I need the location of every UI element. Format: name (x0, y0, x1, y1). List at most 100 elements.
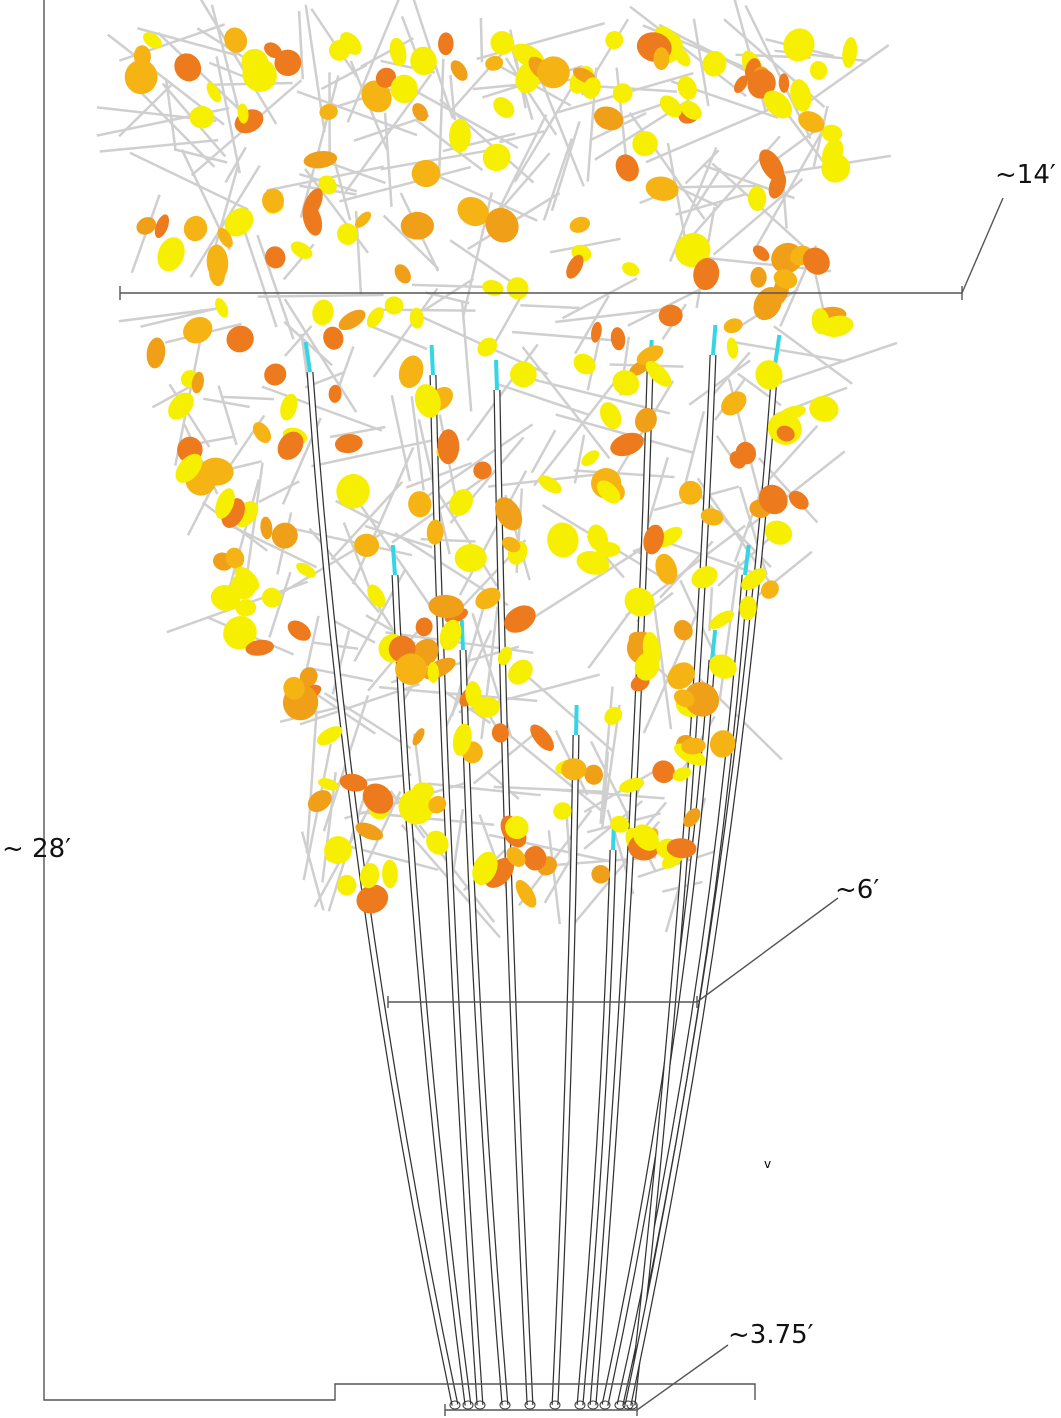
twig (520, 305, 579, 308)
leaf (277, 392, 300, 423)
twig (259, 481, 299, 502)
leaf (726, 337, 740, 360)
leaf (382, 860, 398, 889)
twig (532, 430, 556, 473)
marker: v (764, 1157, 771, 1171)
base-width-label: ~3.75′ (728, 1320, 814, 1350)
twig (311, 436, 450, 466)
leaf (284, 616, 315, 645)
leaf (437, 429, 460, 464)
leaf (169, 48, 207, 86)
leaf (648, 756, 679, 787)
twig (774, 343, 897, 385)
stalk-tip (576, 705, 577, 735)
twig (100, 140, 218, 151)
stalk (593, 370, 650, 1405)
leaf (145, 336, 167, 369)
twig (385, 113, 391, 207)
leaf (716, 386, 751, 420)
leaf (619, 582, 660, 622)
twig (542, 82, 584, 186)
leaf (808, 59, 829, 81)
leaf (761, 516, 796, 549)
stalk-tip (393, 545, 395, 575)
leaf (509, 361, 537, 388)
leaf (611, 151, 643, 186)
twig (730, 342, 846, 362)
leaf (750, 267, 767, 288)
leaf (153, 233, 189, 275)
twig (299, 11, 303, 79)
twig (331, 620, 375, 643)
leaf (535, 472, 564, 497)
leaf (610, 326, 627, 351)
leaf (181, 213, 210, 243)
twig (588, 605, 635, 669)
leaves (124, 21, 858, 918)
twig (219, 386, 237, 445)
leaf (550, 799, 574, 822)
leaf (189, 106, 214, 129)
twig (467, 344, 537, 440)
twig (330, 427, 385, 437)
stalk-tip (432, 345, 433, 375)
twig (481, 18, 482, 62)
leaf (260, 359, 291, 390)
twig (304, 744, 331, 880)
leaf (601, 703, 626, 728)
twig (544, 139, 572, 221)
leaf (815, 148, 856, 189)
twig (549, 830, 560, 924)
leaf (481, 278, 506, 298)
twig (555, 310, 658, 322)
leaf (583, 764, 604, 786)
twig (130, 153, 248, 210)
stalk-tip (713, 325, 715, 355)
leaf (385, 296, 404, 314)
leaf (310, 298, 335, 327)
twig (262, 387, 382, 431)
leaf (722, 316, 745, 335)
twig (392, 395, 410, 481)
diagram: ~ 28′ ~14′ ~6′ ~3.75′ v (0, 0, 1061, 1418)
leaf (303, 149, 339, 170)
mid-width-label: ~6′ (835, 875, 879, 905)
leader (637, 1345, 728, 1410)
leaf (841, 36, 859, 69)
crown-width-label: ~14′ (995, 160, 1056, 190)
twig (203, 399, 250, 407)
leaf (163, 388, 199, 425)
leaf (567, 214, 592, 235)
stalk-tip (496, 360, 497, 390)
leader (962, 198, 1003, 293)
twig (646, 110, 768, 162)
twig (523, 347, 610, 458)
twig (412, 285, 487, 287)
leaf (259, 516, 273, 540)
twig (462, 301, 471, 412)
leaf (748, 186, 767, 211)
leaf (670, 617, 696, 644)
leaf (415, 617, 434, 638)
leaf (750, 242, 772, 264)
leaf (454, 544, 487, 573)
stalk-inner (593, 370, 650, 1405)
twig (223, 397, 274, 399)
leaf (489, 93, 518, 122)
leaf (603, 28, 626, 52)
leaf (263, 244, 288, 270)
leaf (258, 584, 285, 611)
stalk-tip (462, 620, 463, 650)
leaf (410, 726, 427, 747)
leaf (332, 470, 374, 512)
twig (497, 384, 589, 415)
leaf (807, 393, 841, 424)
leaf (391, 261, 414, 286)
twig (575, 296, 609, 354)
leaf (335, 306, 369, 335)
twig (307, 711, 317, 854)
height-label: ~ 28′ (2, 834, 71, 864)
twig (258, 295, 384, 297)
leaf (778, 24, 819, 67)
stalk-tip (775, 335, 779, 365)
